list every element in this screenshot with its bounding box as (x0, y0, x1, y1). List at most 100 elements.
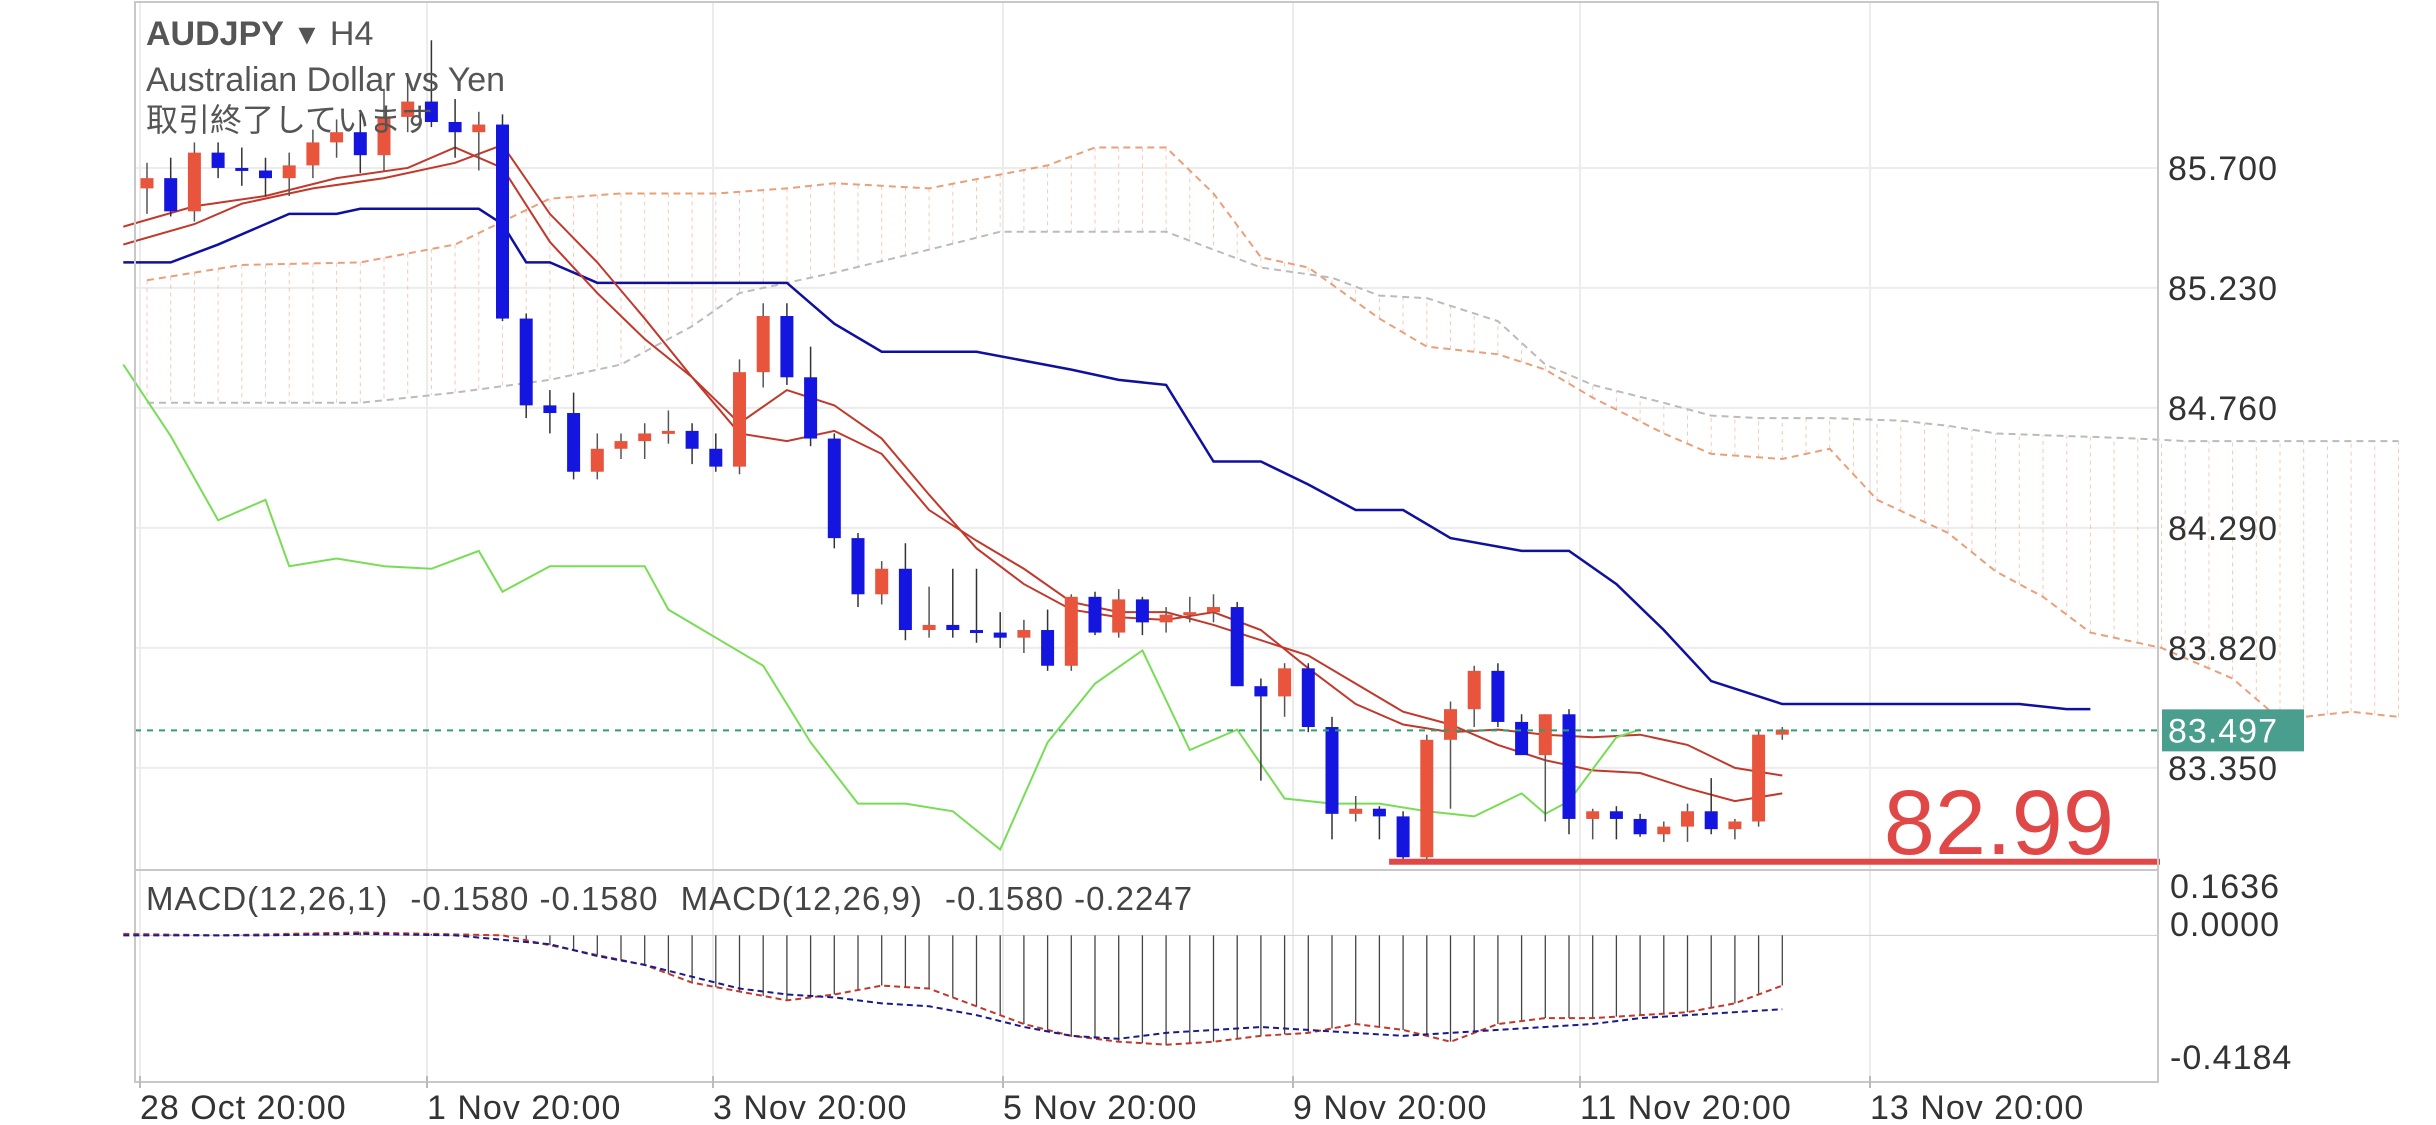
candle (1420, 734, 1434, 863)
candle-body (685, 430, 699, 449)
price-level-label: 82.99 (1884, 772, 2114, 874)
time-tick-label: 9 Nov 20:00 (1293, 1089, 1487, 1125)
candle (1538, 714, 1552, 822)
chart-grid (135, 2, 2158, 1082)
candle-body (1752, 734, 1766, 822)
candle (401, 76, 415, 133)
time-tick-label: 11 Nov 20:00 (1580, 1089, 1792, 1125)
time-tick-label: 28 Oct 20:00 (140, 1089, 347, 1125)
symbol-header[interactable]: AUDJPY ▾ H4 (146, 15, 373, 53)
candle (567, 392, 581, 480)
candle-body (1609, 811, 1623, 819)
candle (211, 142, 225, 179)
macd-signal-line (123, 932, 1783, 1040)
macd-tick-bottom: -0.4184 (2170, 1039, 2292, 1077)
macd-2-label: MACD(12,26,9) (681, 880, 923, 917)
candle-body (1207, 607, 1220, 613)
current-price-badge (2162, 709, 2304, 752)
candle (448, 99, 462, 158)
candle (1396, 811, 1410, 863)
candle-body (377, 116, 391, 156)
candle (1349, 795, 1363, 822)
candle-body (1704, 811, 1718, 830)
candle-body (1538, 714, 1552, 756)
candle-body (164, 178, 178, 212)
candle (424, 40, 438, 128)
macd-pane (123, 931, 2158, 1046)
candle (519, 313, 533, 419)
candle-body (1728, 821, 1742, 830)
candle (780, 303, 794, 385)
candle-body (1491, 670, 1505, 722)
candle-body (1775, 729, 1789, 735)
macd-2-values: -0.1580 -0.2247 (945, 880, 1193, 917)
candle (1301, 663, 1315, 733)
candle-body (733, 372, 746, 467)
candle (235, 147, 249, 186)
candle-body (1159, 614, 1173, 623)
time-tick-label: 5 Nov 20:00 (1003, 1089, 1197, 1125)
candle-body (306, 142, 320, 166)
candle-body (567, 413, 581, 472)
candle-body (1325, 727, 1339, 814)
candle-body (614, 441, 628, 449)
candle-body (472, 124, 486, 133)
candle (164, 157, 178, 217)
candle-body (353, 132, 367, 156)
timeframe-label: H4 (330, 15, 373, 53)
time-tick-label: 1 Nov 20:00 (427, 1089, 621, 1125)
price-tick-label: 83.820 (2168, 630, 2278, 668)
price-tick-label: 83.350 (2168, 750, 2278, 788)
candle-body (1088, 596, 1102, 633)
candle (733, 359, 746, 475)
candlestick-series[interactable] (140, 40, 1789, 863)
candle-body (1301, 668, 1315, 728)
candle-body (1467, 670, 1481, 710)
price-tick-label: 84.760 (2168, 390, 2278, 428)
candle-body (1349, 808, 1363, 814)
candle-body (401, 101, 415, 117)
candle-body (448, 121, 462, 133)
candle (1041, 609, 1055, 671)
candle (898, 543, 912, 641)
candle-body (1112, 599, 1126, 633)
candle-body (970, 630, 983, 634)
candle-body (1681, 811, 1694, 827)
candle (1159, 607, 1173, 633)
candle (638, 423, 652, 459)
candle (1704, 778, 1718, 835)
time-axis: 28 Oct 20:00 1 Nov 20:00 3 Nov 20:00 5 Nov … (139, 1076, 2083, 1125)
candle (946, 568, 960, 638)
candle (685, 423, 699, 465)
candle-body (804, 377, 818, 439)
candle-body (827, 438, 841, 539)
candle (1278, 663, 1292, 717)
macd-tick-top: 0.1636 (2170, 868, 2280, 906)
candle (1562, 709, 1576, 835)
candle (970, 568, 983, 643)
candle (377, 88, 391, 171)
candle (1728, 818, 1742, 840)
candle (543, 390, 557, 434)
macd-tick-zero: 0.0000 (2170, 906, 2280, 944)
candle-body (946, 624, 960, 631)
price-tick-label: 85.230 (2168, 270, 2278, 308)
candle-body (1515, 721, 1529, 756)
candle-body (330, 132, 344, 143)
candle-body (1657, 826, 1671, 835)
chevron-down-icon: ▾ (298, 15, 315, 53)
candle (1467, 665, 1481, 728)
candle (1633, 813, 1647, 837)
candle-body (1135, 599, 1149, 623)
candle-body (519, 318, 533, 406)
candle-body (851, 538, 865, 595)
candle-body (993, 632, 1007, 638)
candle (1444, 701, 1457, 809)
candle-body (661, 430, 675, 434)
senkou-span-b (147, 230, 2399, 443)
candle (259, 157, 272, 197)
candle (1207, 594, 1220, 623)
candle-body (235, 167, 249, 171)
macd-1-label: MACD(12,26,1) (146, 880, 388, 917)
